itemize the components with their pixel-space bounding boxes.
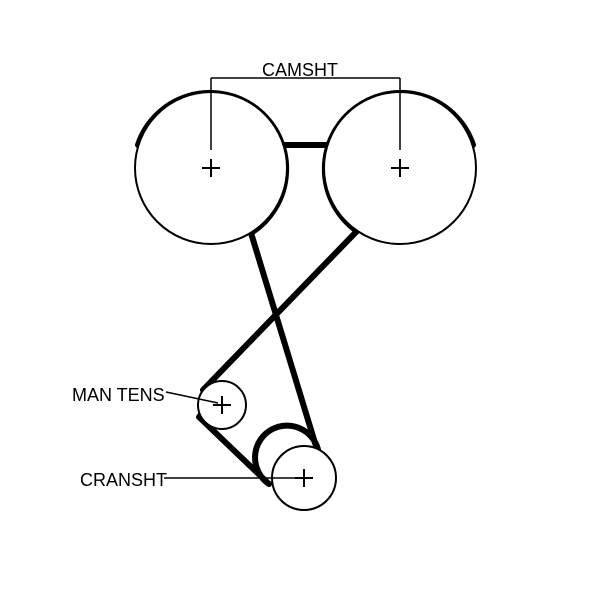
label-camsht: CAMSHT <box>262 60 338 81</box>
diagram-svg <box>0 0 600 589</box>
belt-diagram: CAMSHT MAN TENS CRANSHT <box>0 0 600 589</box>
label-cransht: CRANSHT <box>80 470 167 491</box>
label-man-tens: MAN TENS <box>72 385 165 406</box>
